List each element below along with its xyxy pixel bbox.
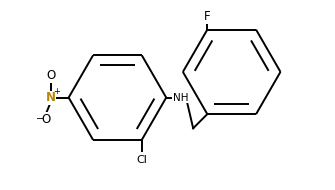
Text: F: F [204, 10, 211, 23]
Text: +: + [53, 87, 60, 96]
Text: N: N [46, 91, 56, 104]
Text: O: O [46, 69, 55, 82]
Text: NH: NH [173, 93, 188, 103]
Text: Cl: Cl [136, 155, 147, 165]
Text: −: − [36, 114, 44, 124]
Text: O: O [41, 113, 50, 126]
